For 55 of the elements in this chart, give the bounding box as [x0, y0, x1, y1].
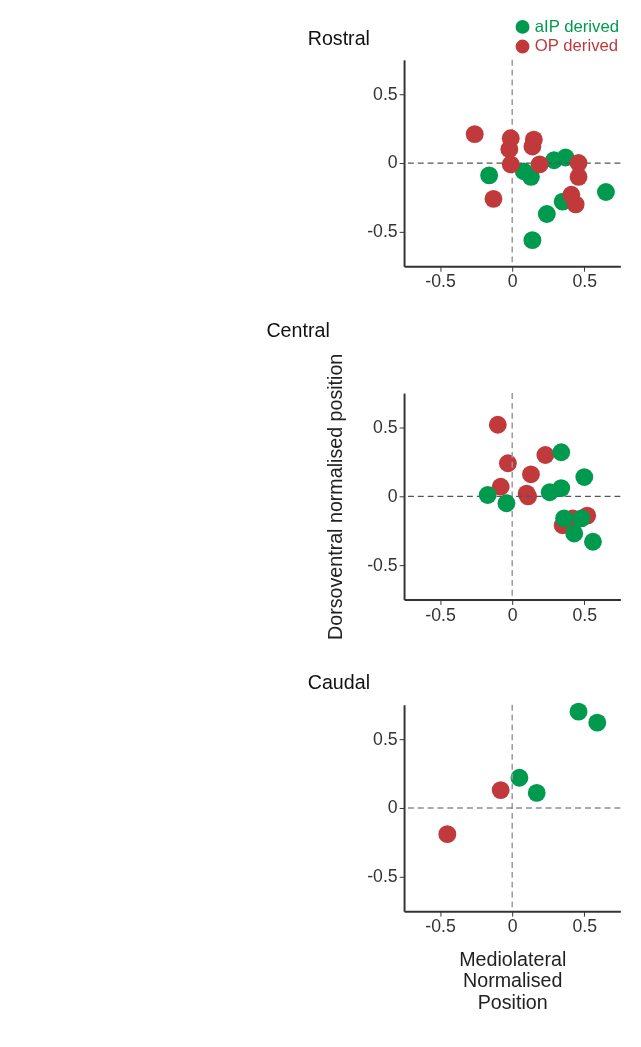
x-axis-title: Mediolateral Normalised Position: [459, 947, 567, 1014]
x-tick-label: -0.5: [425, 604, 456, 625]
x-tick-label: -0.5: [425, 916, 456, 937]
point: [530, 155, 549, 174]
point: [438, 825, 457, 844]
x-tick-label: 0: [507, 916, 518, 937]
point: [488, 415, 507, 434]
y-tick-label: 0.5: [373, 416, 398, 437]
y-tick-label: -0.5: [367, 866, 398, 887]
point: [584, 532, 602, 551]
point: [478, 486, 497, 504]
point: [491, 781, 510, 799]
point: [480, 166, 499, 185]
point: [537, 205, 556, 223]
point: [497, 494, 516, 513]
point: [510, 768, 529, 787]
chart-title: Rostral: [307, 27, 370, 50]
point: [552, 443, 571, 462]
y-tick-label: 0: [387, 485, 398, 506]
point: [569, 702, 588, 721]
x-tick-label: 0: [507, 271, 518, 292]
point: [523, 231, 542, 250]
x-tick-label: 0.5: [572, 271, 598, 292]
point: [465, 125, 484, 144]
point: [572, 509, 591, 528]
point: [484, 189, 503, 208]
y-tick-label: -0.5: [367, 221, 398, 242]
legend-label: aIP derived: [534, 16, 620, 36]
x-tick-label: 0: [507, 604, 518, 625]
point: [527, 783, 546, 802]
x-tick-label: 0.5: [572, 916, 598, 937]
y-tick-label: 0.5: [373, 728, 398, 749]
point: [575, 468, 594, 486]
point: [588, 713, 607, 732]
chart-title: Central: [266, 318, 330, 341]
chart-title: Caudal: [307, 670, 370, 693]
point: [498, 454, 517, 473]
point: [565, 524, 584, 543]
legend-label: OP derived: [534, 36, 619, 56]
y-tick-label: 0.5: [373, 83, 398, 104]
x-tick-label: 0.5: [572, 604, 598, 625]
y-axis-title: Dorsoventral normalised position: [323, 353, 346, 640]
point: [501, 155, 520, 174]
point: [522, 465, 540, 484]
y-tick-label: -0.5: [367, 554, 398, 575]
x-tick-label: -0.5: [425, 271, 456, 292]
y-tick-label: 0: [387, 152, 398, 173]
point: [555, 509, 574, 528]
point: [536, 446, 555, 464]
point: [597, 183, 615, 201]
y-tick-label: 0: [387, 797, 398, 818]
point: [491, 477, 510, 496]
point: [566, 195, 585, 214]
point: [522, 167, 540, 186]
point: [552, 479, 571, 497]
